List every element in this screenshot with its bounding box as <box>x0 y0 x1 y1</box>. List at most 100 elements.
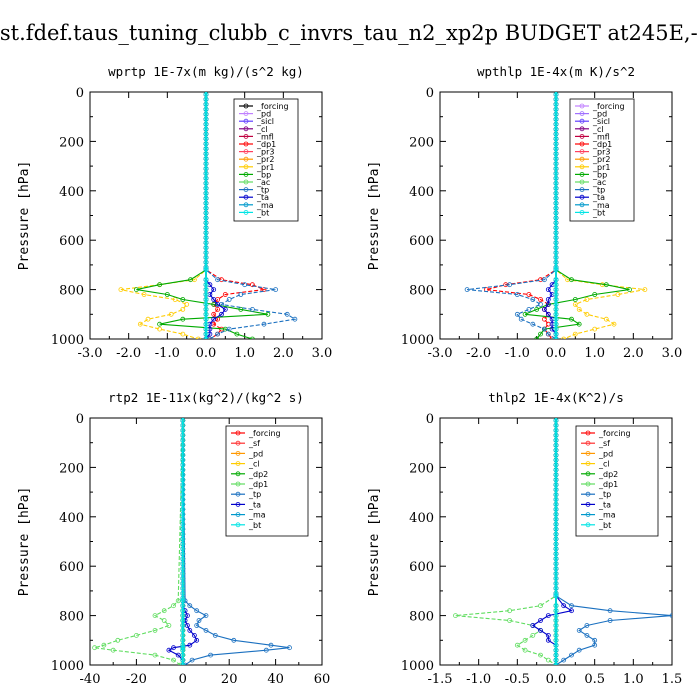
legend-label-pr2: _pr2 <box>592 155 610 164</box>
series-point-bt <box>203 116 209 122</box>
series-point-bt <box>180 457 186 463</box>
series-point-ta <box>191 633 197 638</box>
series-point-bt <box>553 642 559 648</box>
x-tick-label: -2.0 <box>116 346 141 361</box>
series-point-tp <box>542 326 547 332</box>
series-point-tp <box>607 618 613 623</box>
series-point-bt <box>553 603 559 609</box>
series-point-ta <box>222 306 228 312</box>
series-point-bt <box>553 487 559 492</box>
x-tick-label: 3.0 <box>662 346 683 361</box>
series-point-bt <box>203 92 209 97</box>
series-point-ta <box>538 618 543 623</box>
series-point-tp <box>526 306 532 312</box>
series-point-bt <box>180 477 186 483</box>
legend-label-bp: _bp <box>592 170 607 179</box>
legend-marker <box>579 133 585 139</box>
series-point-bt <box>180 467 186 473</box>
series-point-bt <box>203 111 209 117</box>
series-point-bt <box>553 301 559 307</box>
legend-label-mfl: _mfl <box>592 132 610 141</box>
series-point-bt <box>203 205 209 211</box>
series-point-bt <box>553 185 559 191</box>
y-tick-label: 0 <box>76 412 84 427</box>
series-point-bt <box>203 240 209 246</box>
series-point-bt <box>203 267 209 273</box>
series-point-bt <box>203 176 209 181</box>
series-point-bt <box>180 561 186 567</box>
series-point-tp <box>263 647 269 653</box>
series-line-tp <box>555 418 672 665</box>
series-point-bp <box>572 297 578 302</box>
legend-label-tp: _tp <box>592 186 605 195</box>
series-point-bt <box>553 452 559 458</box>
y-tick-label: 1000 <box>51 659 84 674</box>
legend-label-pr2: _pr2 <box>256 155 274 164</box>
series-point-bt <box>553 181 559 186</box>
y-tick-label: 1000 <box>51 333 84 348</box>
legend-label-dp1: _dp1 <box>592 140 612 149</box>
y-tick-label: 600 <box>409 560 434 575</box>
y-tick-label: 400 <box>59 185 84 200</box>
series-point-bt <box>203 245 209 250</box>
x-tick-label: 60 <box>314 672 331 687</box>
series-point-bt <box>203 101 209 107</box>
series-point-bt <box>553 331 559 337</box>
legend-marker <box>235 491 241 497</box>
series-line-ta <box>167 418 198 665</box>
legend-marker <box>235 461 241 467</box>
series-point-bt <box>553 502 559 507</box>
series-point-bt <box>553 326 559 332</box>
legend-label-bp: _bp <box>256 170 271 179</box>
legend-label-cl: _cl <box>592 125 604 134</box>
series-point-bt <box>180 482 186 488</box>
legend-marker <box>243 103 249 109</box>
legend-marker <box>579 194 585 200</box>
series-point-bt <box>203 151 209 157</box>
series-point-bt <box>553 571 559 576</box>
series-point-ta <box>545 301 551 307</box>
series-point-bt <box>203 250 209 255</box>
x-tick-label: 3.0 <box>312 346 333 361</box>
legend-marker <box>585 491 591 497</box>
series-point-bt <box>553 215 559 221</box>
legend-label-pr3: _pr3 <box>256 148 274 157</box>
series-point-bt <box>553 116 559 122</box>
series-point-dp1 <box>101 642 107 648</box>
legend-marker <box>579 118 585 124</box>
series-point-bt <box>203 297 209 302</box>
series-point-bt <box>203 141 209 147</box>
x-tick-label: 1.5 <box>662 672 683 687</box>
series-point-bt <box>553 267 559 273</box>
series-point-bt <box>553 482 559 488</box>
series-point-dp1 <box>152 613 158 618</box>
x-tick-label: -40 <box>80 672 101 687</box>
series-point-ta <box>545 633 551 638</box>
series-point-ta <box>545 297 551 302</box>
series-point-pr1 <box>184 301 190 307</box>
series-point-tp <box>518 316 524 322</box>
series-point-bt <box>553 551 559 557</box>
series-point-bt <box>553 516 559 522</box>
series-point-bt <box>553 652 559 658</box>
legend: _forcing_sf_pd _cl_dp2_dp1_tp_ta _ma_bt <box>575 425 659 537</box>
legend-marker <box>235 440 241 446</box>
series-point-bt <box>203 277 209 283</box>
series-point-tp <box>569 603 574 609</box>
series-point-tp <box>287 645 292 651</box>
y-tick-label: 200 <box>59 135 84 150</box>
series-point-bt <box>203 195 209 201</box>
series-point-bt <box>553 306 559 312</box>
series-point-bt <box>553 561 559 567</box>
y-tick-label: 0 <box>426 412 434 427</box>
legend-label-dp1: _dp1 <box>256 140 276 149</box>
series-point-bt <box>180 442 186 448</box>
series-point-bt <box>203 260 209 265</box>
x-tick-label: 1.0 <box>623 672 644 687</box>
series-point-pr1 <box>195 336 201 339</box>
series-point-bt <box>203 311 209 317</box>
series-point-bt <box>553 586 559 591</box>
legend-marker <box>243 149 249 155</box>
series-point-bt <box>553 260 559 265</box>
series-point-bt <box>180 642 186 648</box>
